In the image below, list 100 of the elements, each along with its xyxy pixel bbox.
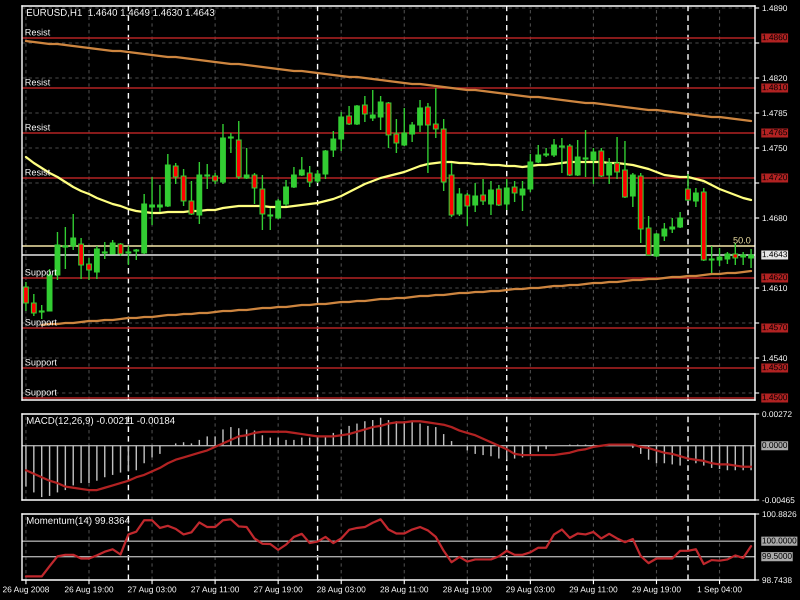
x-tick-label: 26 Aug 2008 <box>2 586 49 594</box>
x-tick-label: 28 Aug 11:00 <box>380 586 428 594</box>
candlestick <box>488 180 494 216</box>
y-tick-label: -0.00465 <box>762 497 794 504</box>
x-tick-label: 28 Aug 19:00 <box>443 586 492 594</box>
candlestick <box>275 198 282 220</box>
candlestick <box>424 102 431 174</box>
x-tick-label: 27 Aug 19:00 <box>254 586 302 594</box>
ref-line-label: 1.4620 <box>762 274 788 280</box>
candlestick <box>716 247 722 267</box>
candlestick <box>574 139 581 177</box>
y-tick-label: 1.4540 <box>762 355 788 362</box>
candlestick <box>291 166 297 189</box>
candlestick <box>306 165 313 188</box>
candlestick <box>692 187 699 208</box>
ref-line-label: 1.4643 <box>762 251 788 258</box>
x-tick-label: 26 Aug 19:00 <box>64 586 114 594</box>
candlestick <box>94 245 100 280</box>
candlestick <box>338 111 344 152</box>
candlestick <box>504 178 510 211</box>
candlestick <box>330 130 336 158</box>
candlestick <box>157 184 163 213</box>
candlestick <box>456 187 462 217</box>
candlestick <box>535 144 542 164</box>
chart-title: MACD(12,26,9) -0.00211 -0.00184 <box>26 416 175 426</box>
ref-line-label: 1.4860 <box>762 34 788 40</box>
y-tick-label: 98.7438 <box>762 577 792 584</box>
annotation: Resist <box>26 124 50 130</box>
x-tick-label: 29 Aug 03:00 <box>506 586 555 594</box>
candlestick <box>23 281 29 312</box>
chart-title: Momentum(14) 99.8364 <box>26 516 130 526</box>
candlestick <box>110 239 116 255</box>
annotation: Support <box>25 389 57 398</box>
line-series <box>24 518 752 578</box>
candlestick <box>244 147 250 180</box>
ref-line-label: 1.4765 <box>762 129 788 136</box>
candlestick <box>228 132 234 154</box>
x-tick-label: 27 Aug 03:00 <box>128 586 176 594</box>
candlestick <box>172 162 179 185</box>
candlestick <box>298 156 305 177</box>
y-tick-label: 1.4785 <box>762 110 788 116</box>
candlestick <box>520 180 526 212</box>
candlestick <box>70 213 76 251</box>
annotation: Support <box>25 319 57 328</box>
candlestick <box>401 107 408 147</box>
candlestick <box>708 245 715 274</box>
candlestick <box>346 105 352 126</box>
candlestick <box>252 172 258 205</box>
candlestick <box>283 179 289 207</box>
candlestick <box>133 248 140 261</box>
y-tick-label: 0.00272 <box>762 411 792 418</box>
candlestick <box>551 138 557 158</box>
candlestick <box>322 149 328 180</box>
candlestick <box>472 182 478 213</box>
ref-line-label: 1.4530 <box>762 364 788 370</box>
x-tick-label: 28 Aug 03:00 <box>317 586 366 594</box>
candlestick <box>149 176 155 226</box>
ref-line-label: 1.4810 <box>762 84 788 90</box>
chart-title: EURUSD,H1 1.4640 1.4649 1.4630 1.4643 <box>26 9 214 18</box>
candlestick <box>409 121 416 143</box>
candlestick <box>558 137 565 174</box>
line-series <box>24 40 752 122</box>
y-tick-label: 1.4750 <box>762 145 788 152</box>
candlestick <box>496 184 502 207</box>
y-tick-label: 1.4820 <box>762 75 788 82</box>
candlestick <box>393 118 400 154</box>
ref-line-label: 99.5000 <box>762 553 792 559</box>
candlestick <box>669 217 676 234</box>
annotation: 50.0 <box>733 237 750 244</box>
candlestick <box>464 192 470 227</box>
y-tick-label: 1.4890 <box>762 5 788 12</box>
candlestick <box>724 251 730 265</box>
candlestick <box>30 293 37 317</box>
candlestick <box>630 172 636 208</box>
candlestick <box>62 226 68 270</box>
candlestick <box>677 211 684 229</box>
candlestick <box>362 95 368 123</box>
candlestick <box>417 99 423 133</box>
candlestick <box>590 147 596 185</box>
ref-line-label: 100.0000 <box>762 538 796 544</box>
ref-line-label: 0.0000 <box>762 442 788 448</box>
candlestick <box>661 222 668 242</box>
candlestick <box>370 89 376 122</box>
x-tick-label: 29 Aug 19:00 <box>632 586 681 594</box>
x-tick-label: 29 Aug 11:00 <box>570 586 618 594</box>
y-tick-label: 1.4680 <box>762 215 788 222</box>
candlestick <box>582 129 588 178</box>
candlestick <box>732 242 738 266</box>
candlestick <box>212 172 218 185</box>
candlestick <box>606 157 612 185</box>
candlestick <box>204 163 210 190</box>
annotation: Resist <box>26 28 50 36</box>
candlestick <box>118 242 124 257</box>
candlestick <box>480 178 486 206</box>
candlestick <box>102 241 108 260</box>
ref-line-label: 1.4720 <box>762 174 788 180</box>
candlestick <box>354 104 360 126</box>
y-tick-label: 1.4610 <box>762 285 788 292</box>
candlestick <box>654 232 660 258</box>
y-tick-label: 100.8826 <box>762 511 796 518</box>
